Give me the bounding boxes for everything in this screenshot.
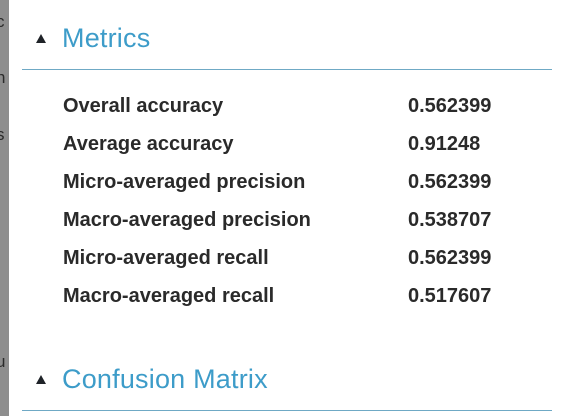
table-row: Micro-averaged precision 0.562399 xyxy=(63,163,523,201)
metrics-table: Overall accuracy 0.562399 Average accura… xyxy=(63,87,523,315)
metric-name: Micro-averaged precision xyxy=(63,170,306,193)
left-pane-fragment: c xyxy=(0,12,5,31)
metric-name: Overall accuracy xyxy=(63,94,224,117)
left-pane-fragment: s xyxy=(0,125,5,144)
confusion-matrix-section-divider xyxy=(22,410,552,411)
metric-value: 0.562399 xyxy=(408,246,492,269)
left-pane-fragment: u xyxy=(0,352,6,371)
metric-value: 0.538707 xyxy=(408,208,492,231)
table-row: Macro-averaged precision 0.538707 xyxy=(63,201,523,239)
metric-value: 0.517607 xyxy=(408,284,492,307)
table-row: Overall accuracy 0.562399 xyxy=(63,87,523,125)
metrics-section-title: Metrics xyxy=(62,22,151,53)
metric-name: Macro-averaged recall xyxy=(63,284,275,307)
metric-value: 0.562399 xyxy=(408,94,492,117)
collapse-triangle-icon[interactable] xyxy=(36,374,46,384)
metric-name: Average accuracy xyxy=(63,132,234,155)
metrics-section-header[interactable]: Metrics xyxy=(22,18,552,58)
table-row: Micro-averaged recall 0.562399 xyxy=(63,239,523,277)
metric-value: 0.91248 xyxy=(408,132,481,155)
confusion-matrix-section-title: Confusion Matrix xyxy=(62,363,268,394)
metric-name: Micro-averaged recall xyxy=(63,246,269,269)
left-pane-fragment: n xyxy=(0,68,6,87)
metrics-section-divider xyxy=(22,69,552,70)
table-row: Macro-averaged recall 0.517607 xyxy=(63,277,523,315)
left-scroll-strip[interactable] xyxy=(0,0,9,416)
table-row: Average accuracy 0.91248 xyxy=(63,125,523,163)
collapse-triangle-icon[interactable] xyxy=(36,33,46,43)
metric-name: Macro-averaged precision xyxy=(63,208,311,231)
confusion-matrix-section-header[interactable]: Confusion Matrix xyxy=(22,359,552,399)
metric-value: 0.562399 xyxy=(408,170,492,193)
